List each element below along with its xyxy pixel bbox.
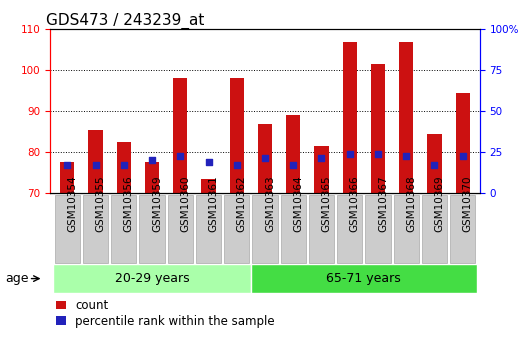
Text: 20-29 years: 20-29 years [114, 272, 189, 285]
Bar [399, 42, 413, 193]
Text: GSM10365: GSM10365 [322, 176, 331, 232]
Bar [251, 264, 477, 293]
Text: GSM10356: GSM10356 [124, 176, 134, 232]
Text: GSM10369: GSM10369 [435, 176, 445, 232]
Bar [173, 79, 187, 193]
Bar [286, 115, 301, 193]
Point [430, 162, 439, 167]
FancyBboxPatch shape [111, 195, 137, 263]
FancyBboxPatch shape [83, 195, 108, 263]
Text: GSM10370: GSM10370 [463, 176, 473, 232]
Text: GSM10360: GSM10360 [180, 176, 190, 232]
FancyBboxPatch shape [393, 195, 419, 263]
Bar [343, 42, 357, 193]
Bar [229, 79, 244, 193]
Text: GSM10363: GSM10363 [265, 176, 275, 232]
Point [204, 160, 213, 165]
Point [176, 154, 184, 159]
Point [91, 162, 100, 167]
Bar [456, 93, 470, 193]
FancyBboxPatch shape [167, 195, 193, 263]
Point [63, 162, 72, 167]
Bar [258, 124, 272, 193]
Point [317, 156, 326, 161]
FancyBboxPatch shape [337, 195, 363, 263]
Point [148, 158, 156, 163]
Text: GSM10361: GSM10361 [208, 176, 218, 232]
Bar [201, 179, 216, 193]
Text: GSM10368: GSM10368 [406, 176, 416, 232]
Text: GDS473 / 243239_at: GDS473 / 243239_at [46, 13, 205, 29]
Text: GSM10367: GSM10367 [378, 176, 388, 232]
Point [233, 162, 241, 167]
Bar [427, 134, 441, 193]
Bar [53, 264, 251, 293]
Point [402, 154, 410, 159]
FancyBboxPatch shape [55, 195, 80, 263]
Text: GSM10354: GSM10354 [67, 176, 77, 232]
FancyBboxPatch shape [196, 195, 221, 263]
FancyBboxPatch shape [365, 195, 391, 263]
Bar [117, 142, 131, 193]
Bar [60, 162, 74, 193]
Text: GSM10355: GSM10355 [95, 176, 105, 232]
Text: GSM10364: GSM10364 [293, 176, 303, 232]
Bar [371, 64, 385, 193]
Point [120, 162, 128, 167]
Bar [314, 146, 329, 193]
Text: GSM10366: GSM10366 [350, 176, 360, 232]
Bar [145, 162, 159, 193]
Point [289, 162, 297, 167]
Text: age: age [5, 272, 29, 285]
FancyBboxPatch shape [422, 195, 447, 263]
FancyBboxPatch shape [224, 195, 250, 263]
FancyBboxPatch shape [309, 195, 334, 263]
Point [458, 154, 467, 159]
FancyBboxPatch shape [280, 195, 306, 263]
FancyBboxPatch shape [252, 195, 278, 263]
Point [374, 151, 382, 157]
Text: GSM10362: GSM10362 [237, 176, 247, 232]
Point [261, 156, 269, 161]
FancyBboxPatch shape [139, 195, 165, 263]
Legend: count, percentile rank within the sample: count, percentile rank within the sample [56, 299, 275, 327]
Bar [89, 130, 103, 193]
Point [346, 151, 354, 157]
Text: 65-71 years: 65-71 years [326, 272, 401, 285]
FancyBboxPatch shape [450, 195, 475, 263]
Text: GSM10359: GSM10359 [152, 176, 162, 232]
